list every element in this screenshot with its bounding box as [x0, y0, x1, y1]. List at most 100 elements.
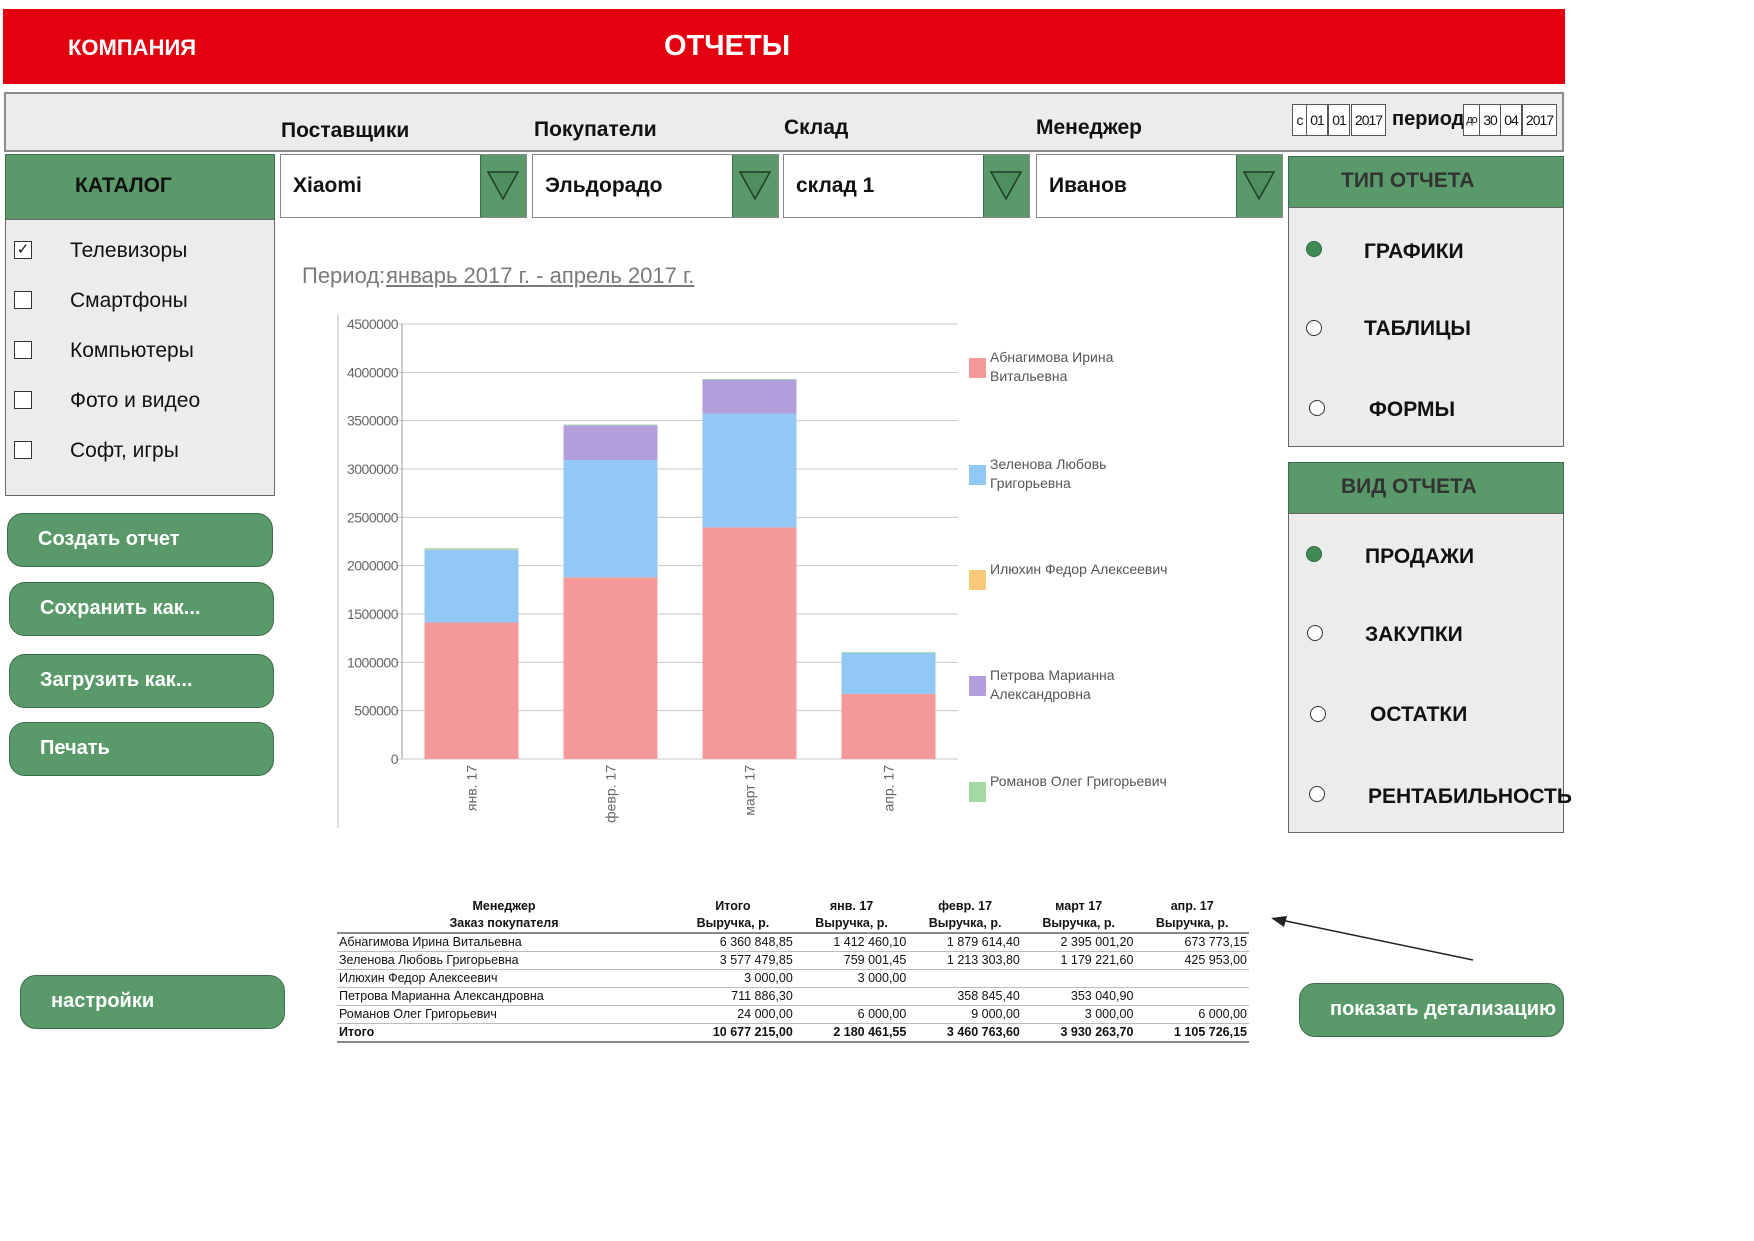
radio-graphs[interactable] — [1306, 241, 1322, 257]
triangle-down-icon — [990, 171, 1022, 201]
catalog-item-software[interactable]: Софт, игры — [70, 439, 179, 462]
table-cell: 759 001,45 — [794, 951, 909, 970]
manager-dropdown[interactable]: Иванов — [1036, 154, 1283, 218]
load-as-button[interactable]: Загрузить как... — [9, 654, 274, 708]
table-row: Абнагимова Ирина Витальевна 6 360 848,85… — [337, 933, 1249, 952]
bar-segment — [702, 527, 797, 759]
show-details-button[interactable]: показать детализацию — [1299, 983, 1564, 1037]
catalog-checkbox-computers[interactable] — [14, 341, 32, 359]
table-row: Илюхин Федор Алексеевич 3 000,00 3 000,0… — [337, 969, 1249, 988]
table-header-cell: Заказ покупателя — [337, 915, 671, 934]
arrow-pointer-icon — [1271, 916, 1474, 961]
date-from-year[interactable]: 2017 — [1351, 104, 1386, 136]
legend-label: Илюхин Федор Алексеевич — [990, 561, 1167, 577]
option-forms[interactable]: ФОРМЫ — [1369, 398, 1456, 421]
table-cell: 10 677 215,00 — [671, 1023, 795, 1043]
date-from-day[interactable]: 01 — [1306, 104, 1328, 136]
catalog-checkbox-photo-video[interactable] — [14, 391, 32, 409]
manager-value: Иванов — [1049, 174, 1127, 197]
table-header-cell: Выручка, р. — [1135, 915, 1249, 934]
radio-profitability[interactable] — [1309, 786, 1325, 802]
table-header-cell: февр. 17 — [938, 899, 993, 913]
legend-swatch — [969, 782, 986, 802]
bar-segment — [424, 548, 519, 550]
manager-dropdown-button[interactable] — [1236, 155, 1282, 217]
report-view-panel — [1288, 513, 1564, 833]
legend-label: Абнагимова Ирина Витальевна — [990, 349, 1114, 384]
table-cell: 425 953,00 — [1135, 951, 1249, 970]
y-tick-label: 2500000 — [347, 509, 399, 525]
suppliers-value: Xiaomi — [293, 174, 362, 197]
radio-stock[interactable] — [1310, 706, 1326, 722]
x-tick-label: февр. 17 — [603, 765, 619, 823]
warehouse-dropdown[interactable]: склад 1 — [783, 154, 1030, 218]
buyers-dropdown-button[interactable] — [732, 155, 778, 217]
catalog-title: КАТАЛОГ — [75, 174, 172, 197]
save-as-button[interactable]: Сохранить как... — [9, 582, 274, 636]
period-label: Период: — [302, 263, 386, 288]
buyers-dropdown[interactable]: Эльдорадо — [532, 154, 779, 218]
option-graphs[interactable]: ГРАФИКИ — [1364, 240, 1464, 263]
bar-segment — [702, 379, 797, 380]
print-label: Печать — [40, 737, 110, 759]
radio-forms[interactable] — [1309, 400, 1325, 416]
settings-label: настройки — [51, 990, 155, 1012]
table-cell: 3 930 263,70 — [1021, 1023, 1136, 1043]
table-cell: 3 577 479,85 — [671, 951, 795, 970]
option-purchases[interactable]: ЗАКУПКИ — [1365, 623, 1463, 646]
catalog-panel — [5, 219, 275, 496]
legend-label: Зеленова Любовь Григорьевна — [990, 456, 1106, 491]
bar-segment — [563, 424, 658, 426]
y-tick-label: 1500000 — [347, 606, 399, 622]
radio-sales[interactable] — [1306, 546, 1322, 562]
date-to-month[interactable]: 04 — [1500, 104, 1522, 136]
catalog-item-smartphones[interactable]: Смартфоны — [70, 289, 188, 312]
radio-tables[interactable] — [1306, 320, 1322, 336]
option-tables[interactable]: ТАБЛИЦЫ — [1364, 317, 1471, 340]
table-cell: 2 180 461,55 — [794, 1023, 909, 1043]
catalog-item-tv[interactable]: Телевизоры — [70, 239, 188, 262]
table-header-cell: Выручка, р. — [1021, 915, 1136, 934]
bar-segment — [841, 693, 936, 759]
suppliers-dropdown[interactable]: Xiaomi — [280, 154, 527, 218]
catalog-item-photo-video[interactable]: Фото и видео — [70, 389, 201, 412]
table-header-cell: Менеджер — [472, 899, 536, 913]
option-profitability[interactable]: РЕНТАБИЛЬНОСТЬ — [1368, 785, 1572, 808]
create-report-button[interactable]: Создать отчет — [7, 513, 273, 567]
date-from-month[interactable]: 01 — [1328, 104, 1350, 136]
radio-purchases[interactable] — [1307, 625, 1323, 641]
y-tick-label: 4000000 — [347, 364, 399, 380]
date-to-day[interactable]: 30 — [1479, 104, 1501, 136]
table-header-cell: Выручка, р. — [908, 915, 1022, 934]
bar-segment — [841, 652, 936, 694]
table-row: Романов Олег Григорьевич 24 000,00 6 000… — [337, 1005, 1249, 1024]
table-cell: 353 040,90 — [1021, 987, 1136, 1006]
catalog-checkbox-smartphones[interactable] — [14, 291, 32, 309]
catalog-checkbox-tv[interactable]: ✓ — [14, 241, 32, 259]
catalog-item-computers[interactable]: Компьютеры — [70, 339, 194, 362]
bar-segment — [424, 622, 519, 759]
suppliers-dropdown-button[interactable] — [480, 155, 526, 217]
legend-label: Романов Олег Григорьевич — [990, 773, 1167, 789]
x-tick-label: март 17 — [742, 765, 758, 816]
y-tick-label: 3500000 — [347, 413, 399, 429]
table-cell: 673 773,15 — [1135, 933, 1249, 952]
y-tick-label: 4500000 — [347, 316, 399, 332]
option-stock[interactable]: ОСТАТКИ — [1370, 703, 1468, 726]
y-tick-label: 3000000 — [347, 461, 399, 477]
table-header-cell: апр. 17 — [1170, 899, 1214, 913]
report-type-panel — [1288, 207, 1564, 447]
buyers-value: Эльдорадо — [545, 174, 663, 197]
table-cell: 2 395 001,20 — [1021, 933, 1136, 952]
bar-segment — [424, 548, 519, 550]
sales-chart: 0 500000 1000000 1500000 2000000 2500000 30000… — [337, 314, 1167, 828]
table-cell: Романов Олег Григорьевич — [337, 1005, 671, 1024]
catalog-checkbox-software[interactable] — [14, 441, 32, 459]
date-to-year[interactable]: 2017 — [1522, 104, 1557, 136]
table-header-cell: Итого — [715, 899, 751, 913]
option-sales[interactable]: ПРОДАЖИ — [1365, 545, 1475, 568]
settings-button[interactable]: настройки — [20, 975, 285, 1029]
print-button[interactable]: Печать — [9, 722, 274, 776]
period-value[interactable]: январь 2017 г. - апрель 2017 г. — [386, 263, 695, 288]
warehouse-dropdown-button[interactable] — [983, 155, 1029, 217]
